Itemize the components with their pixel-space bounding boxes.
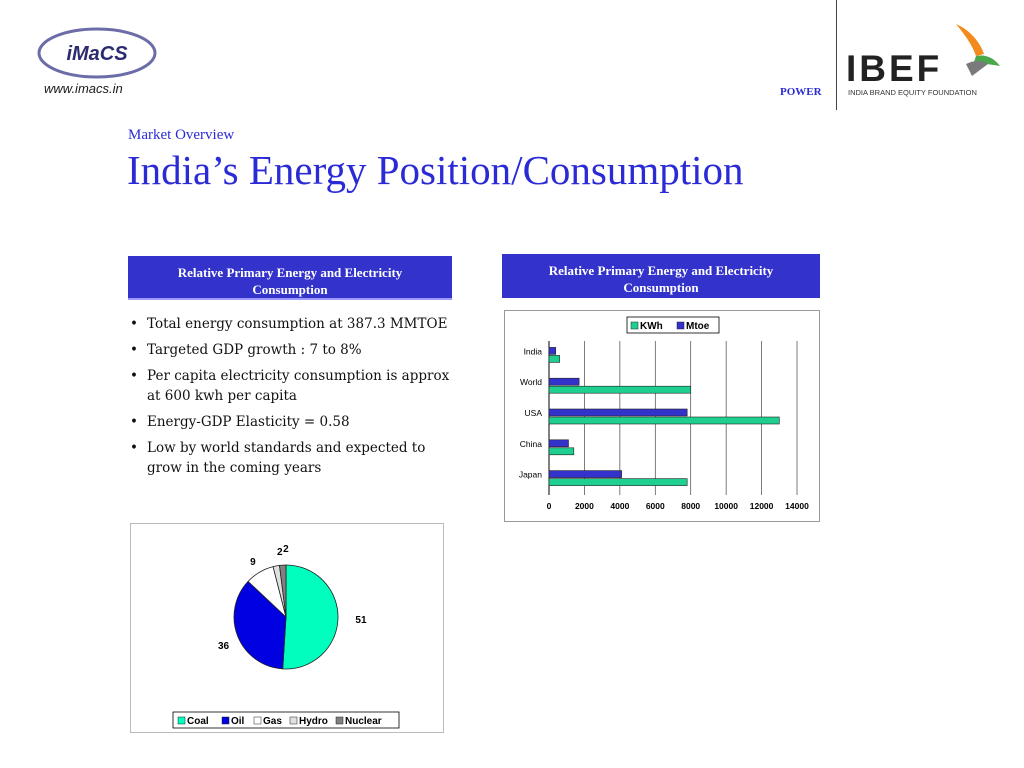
section-label: POWER xyxy=(780,86,822,98)
left-box-heading-line2: Consumption xyxy=(252,282,328,297)
slide-kicker: Market Overview xyxy=(128,127,235,143)
pie-data-label: 9 xyxy=(250,557,256,568)
left-box-heading: Relative Primary Energy and Electricity … xyxy=(128,256,452,300)
bird-icon xyxy=(956,24,1000,76)
y-tick-label: Japan xyxy=(519,470,542,480)
pie-data-label: 51 xyxy=(355,615,367,626)
pie-slice-coal xyxy=(282,564,339,670)
y-tick-label: India xyxy=(524,346,543,356)
header-divider xyxy=(836,0,837,110)
legend-label: Gas xyxy=(263,716,282,727)
pie-slice-oil xyxy=(233,580,287,670)
bar-mtoe xyxy=(548,439,569,448)
x-tick-label: 2000 xyxy=(575,501,594,511)
legend-swatch xyxy=(676,321,685,330)
bar-kwh xyxy=(548,355,560,363)
bullet-text: Per capita electricity consumption is ap… xyxy=(147,368,450,404)
list-item: • Per capita electricity consumption is a… xyxy=(130,368,450,404)
left-box-heading-line1: Relative Primary Energy and Electricity xyxy=(177,265,403,280)
bar-mtoe xyxy=(548,470,622,478)
x-tick-label: 4000 xyxy=(610,501,629,511)
pie-data-label: 36 xyxy=(218,641,230,652)
list-item: • Energy-GDP Elasticity = 0.58 xyxy=(130,414,350,430)
legend-swatch xyxy=(177,716,186,725)
ibef-logo: IBEF INDIA BRAND EQUITY FOUNDATION xyxy=(846,20,1006,100)
y-tick-label: China xyxy=(520,439,542,449)
legend-box xyxy=(626,316,720,334)
legend-swatch xyxy=(289,716,298,725)
pie-slice-nuclear xyxy=(279,564,287,618)
slide-title: India’s Energy Position/Consumption xyxy=(127,147,744,193)
ibef-logo-text: IBEF xyxy=(846,48,943,89)
legend-label: Hydro xyxy=(299,716,328,727)
bullet-list: • Total energy consumption at 387.3 MMTOE… xyxy=(130,314,460,484)
pie-chart-frame: 51 36 9 2 2 Coal Oil Gas Hydro Nuclear xyxy=(130,523,444,733)
bar-mtoe xyxy=(548,408,688,417)
y-tick-label: USA xyxy=(525,408,543,418)
list-item: • Low by world standards and expected to … xyxy=(130,440,426,476)
bar-kwh xyxy=(548,416,780,425)
list-item: • Targeted GDP growth : 7 to 8% xyxy=(130,342,362,358)
y-tick-label: World xyxy=(520,377,542,387)
right-box-heading-line2: Consumption xyxy=(623,280,699,295)
pie-legend: Coal Oil Gas Hydro Nuclear xyxy=(172,711,400,729)
bar-kwh xyxy=(548,478,688,486)
bar-mtoe xyxy=(548,347,557,355)
x-tick-label: 0 xyxy=(547,501,552,511)
bar-chart: 0 2000 4000 6000 8000 10000 12000 14000 India Wor… xyxy=(519,316,809,511)
legend-swatch xyxy=(221,716,230,725)
legend-label: Coal xyxy=(187,716,209,727)
right-box-heading-line1: Relative Primary Energy and Electricity xyxy=(548,263,774,278)
pie-chart: 51 36 9 2 2 Coal Oil Gas Hydro Nuclear xyxy=(172,544,400,729)
legend-swatch xyxy=(253,716,262,725)
legend-label: Nuclear xyxy=(345,716,382,727)
bar-chart-frame: 0 2000 4000 6000 8000 10000 12000 14000 India Wor… xyxy=(504,310,820,522)
imacs-url[interactable]: www.imacs.in xyxy=(44,81,123,96)
bullet-text: Targeted GDP growth : 7 to 8% xyxy=(147,342,362,358)
right-box-heading: Relative Primary Energy and Electricity … xyxy=(502,254,820,298)
legend-label: Mtoe xyxy=(686,321,710,332)
pie-data-label: 2 xyxy=(277,547,283,558)
imacs-logo-text: iMaCS xyxy=(66,43,128,65)
x-tick-label: 10000 xyxy=(714,501,738,511)
bar-legend: KWh Mtoe xyxy=(626,316,720,334)
legend-swatch xyxy=(630,321,639,330)
list-item: • Total energy consumption at 387.3 MMTOE xyxy=(130,316,448,332)
bar-mtoe xyxy=(548,377,580,386)
bullet-text: Low by world standards and expected to g… xyxy=(147,440,426,476)
bullet-text: Total energy consumption at 387.3 MMTOE xyxy=(147,316,448,332)
imacs-logo: iMaCS xyxy=(37,27,157,79)
x-tick-label: 12000 xyxy=(750,501,774,511)
bullet-text: Energy-GDP Elasticity = 0.58 xyxy=(147,414,350,430)
legend-swatch xyxy=(335,716,344,725)
bar-kwh xyxy=(548,385,692,394)
ibef-subtitle: INDIA BRAND EQUITY FOUNDATION xyxy=(848,88,977,97)
pie-data-label: 2 xyxy=(283,544,289,555)
x-tick-label: 14000 xyxy=(785,501,809,511)
legend-label: KWh xyxy=(640,321,663,332)
x-tick-label: 8000 xyxy=(681,501,700,511)
x-tick-label: 6000 xyxy=(646,501,665,511)
legend-label: Oil xyxy=(231,716,245,727)
bar-kwh xyxy=(548,447,575,456)
